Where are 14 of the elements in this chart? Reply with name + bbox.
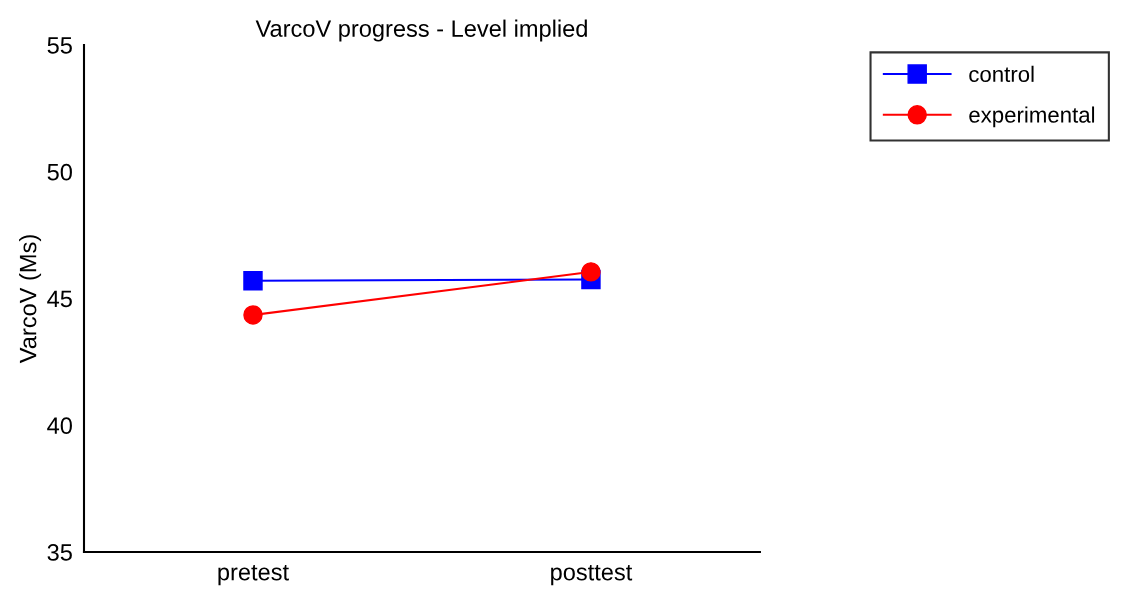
point: [243, 305, 263, 325]
y-tick-label: 35: [47, 544, 72, 561]
legend-label: control: [969, 65, 1034, 83]
x-tick-label: posttest: [551, 564, 633, 586]
y-tick-label: 55: [47, 37, 72, 54]
point: [243, 271, 263, 291]
point: [581, 262, 601, 282]
y-tick-label: 40: [47, 417, 72, 435]
y-tick-label: 50: [47, 163, 72, 181]
y-axis-title: VarcoV (Ms): [19, 235, 42, 364]
legend-label: experimental: [969, 106, 1095, 128]
chart-title: VarcoV progress - Level implied: [255, 19, 587, 42]
y-tick-label: 45: [47, 290, 72, 308]
x-tick-label: pretest: [218, 564, 289, 586]
